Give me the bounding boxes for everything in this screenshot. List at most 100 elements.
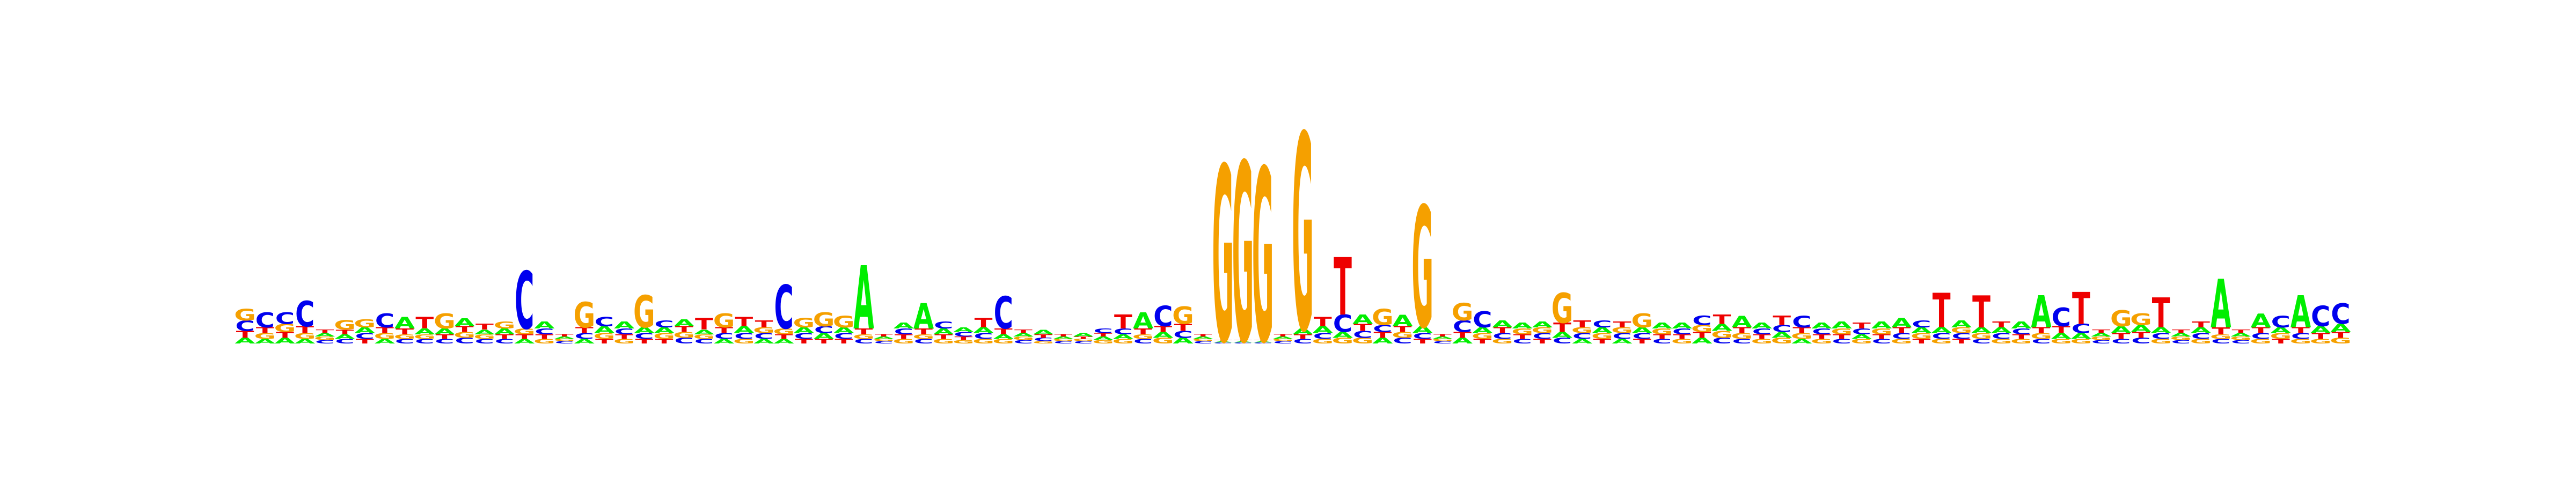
logo-letter-g: G	[673, 331, 695, 340]
logo-letter-g: G	[1252, 121, 1274, 397]
logo-letter-a: A	[255, 338, 276, 345]
logo-letter-c: C	[2191, 332, 2211, 341]
logo-letter-t: T	[815, 338, 833, 345]
logo-letter-g: G	[2290, 338, 2312, 345]
logo-letter-a: A	[1552, 331, 1573, 340]
logo-letter-t: T	[236, 329, 255, 340]
logo-letter-a: A	[2111, 324, 2132, 335]
logo-letter-c: C	[1114, 327, 1133, 336]
logo-letter-c: C	[1173, 329, 1192, 340]
logo-letter-g: G	[1292, 79, 1314, 392]
logo-letter-t: T	[456, 325, 474, 334]
logo-letter-a: A	[1692, 336, 1713, 345]
logo-letter-g: G	[1891, 338, 1913, 345]
logo-letter-c: C	[814, 324, 833, 335]
logo-letter-g: G	[514, 327, 536, 336]
logo-letter-a: A	[1971, 326, 1992, 335]
logo-letter-t: T	[755, 318, 774, 330]
logo-letter-c: C	[1273, 341, 1292, 345]
logo-letter-a: A	[2271, 326, 2292, 335]
logo-letter-t: T	[1972, 287, 1990, 339]
logo-letter-g: G	[2210, 333, 2232, 340]
logo-letter-a: A	[2211, 267, 2231, 343]
logo-letter-g: G	[1631, 310, 1653, 332]
logo-letter-a: A	[1572, 338, 1593, 345]
logo-letter-t: T	[436, 333, 454, 340]
logo-letter-g: G	[1771, 336, 1793, 345]
logo-letter-t: T	[296, 324, 314, 335]
logo-letter-c: C	[774, 274, 793, 343]
logo-letter-t: T	[1114, 311, 1133, 333]
logo-letter-a: A	[594, 324, 615, 335]
logo-letter-g: G	[1491, 338, 1513, 345]
logo-letter-c: C	[1153, 300, 1173, 333]
logo-letter-t: T	[1733, 326, 1751, 335]
logo-letter-c: C	[1812, 327, 1831, 336]
logo-letter-c: C	[1453, 317, 1472, 336]
logo-letter-c: C	[435, 338, 454, 345]
logo-letter-c: C	[934, 319, 953, 331]
logo-letter-t: T	[1314, 315, 1332, 330]
logo-letter-g: G	[1871, 327, 1893, 336]
logo-letter-c: C	[1992, 332, 2011, 341]
logo-letter-t: T	[1673, 333, 1691, 340]
logo-letter-t: T	[2212, 325, 2230, 336]
logo-letter-t: T	[1693, 331, 1711, 340]
logo-letter-a: A	[1632, 326, 1653, 335]
logo-letter-t: T	[1433, 334, 1452, 338]
logo-letter-t: T	[2252, 326, 2270, 335]
logo-letter-g: G	[2310, 338, 2332, 345]
logo-letter-g: G	[1911, 332, 1933, 341]
logo-letter-g: G	[693, 333, 715, 340]
logo-letter-a: A	[375, 338, 396, 345]
logo-letter-t: T	[2092, 329, 2111, 334]
logo-letter-a: A	[833, 326, 854, 335]
logo-letter-g: G	[892, 338, 914, 345]
logo-letter-t: T	[536, 333, 554, 340]
logo-letter-a: A	[1652, 321, 1673, 330]
logo-letter-t: T	[875, 334, 893, 338]
logo-letter-g: G	[1052, 338, 1074, 342]
logo-letter-c: C	[2251, 332, 2270, 341]
logo-letter-a: A	[1392, 311, 1413, 330]
logo-letter-t: T	[2132, 331, 2150, 340]
logo-letter-g: G	[474, 333, 496, 340]
logo-letter-t: T	[735, 315, 753, 330]
logo-letter-c: C	[2131, 336, 2150, 345]
logo-letter-g: G	[553, 338, 575, 342]
logo-letter-t: T	[1074, 336, 1093, 340]
logo-letter-g: G	[713, 310, 735, 332]
logo-letter-a: A	[913, 296, 934, 336]
logo-letter-t: T	[1054, 334, 1072, 338]
logo-letter-a: A	[1512, 321, 1533, 330]
logo-letter-g: G	[334, 318, 356, 333]
logo-letter-g: G	[1711, 329, 1733, 340]
logo-letter-t: T	[2032, 326, 2051, 335]
logo-letter-c: C	[1712, 336, 1731, 345]
logo-letter-g: G	[753, 326, 775, 335]
logo-letter-g: G	[1751, 338, 1773, 345]
logo-letter-g: G	[1472, 332, 1494, 341]
logo-letter-g: G	[1113, 338, 1135, 345]
logo-letter-t: T	[1892, 326, 1911, 335]
logo-letter-g: G	[414, 333, 436, 340]
logo-letter-c: C	[2271, 312, 2290, 331]
logo-letter-a: A	[2290, 287, 2311, 339]
logo-letter-t: T	[1154, 325, 1172, 334]
logo-letter-g: G	[1950, 326, 1972, 335]
logo-letter-g: G	[1971, 332, 1993, 341]
